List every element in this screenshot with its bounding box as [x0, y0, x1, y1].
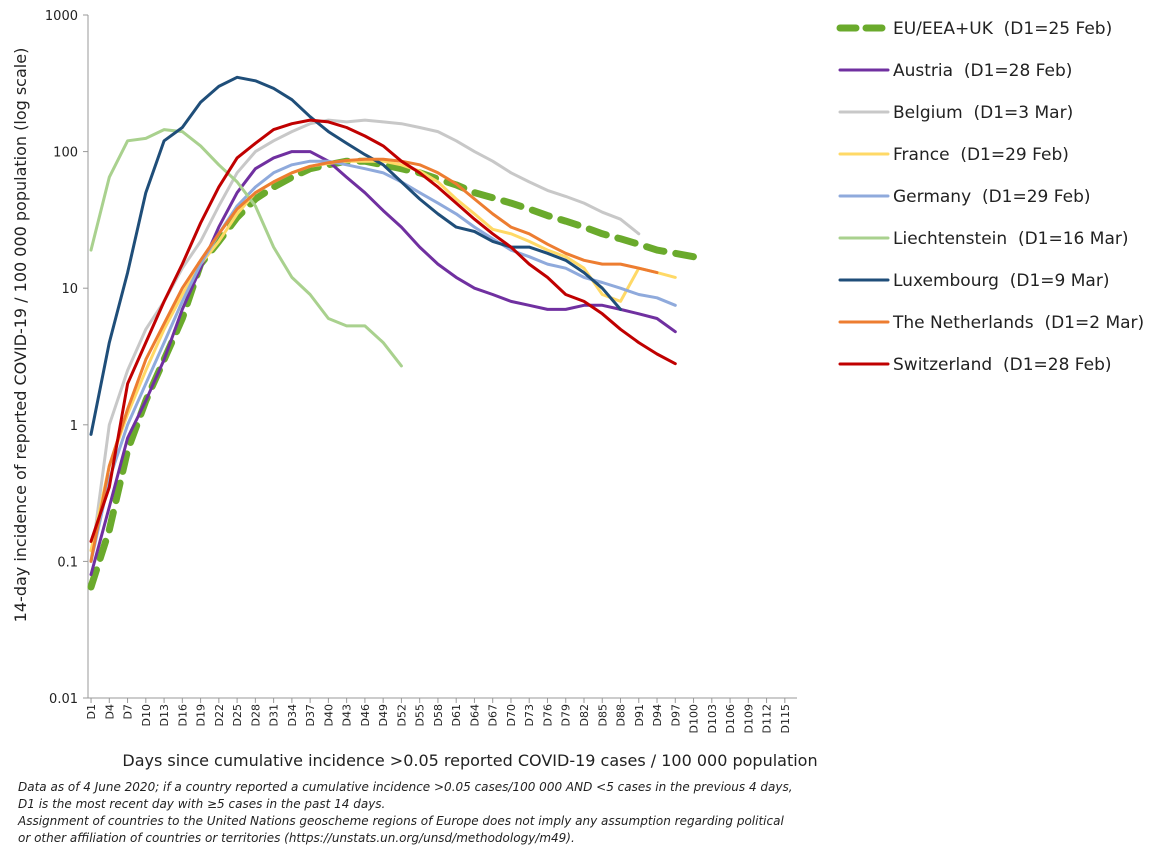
x-tick-label: D67 [487, 704, 500, 726]
legend-label: Liechtenstein (D1=16 Mar) [893, 229, 1129, 249]
x-tick-label: D97 [669, 704, 682, 726]
x-tick-label: D19 [195, 704, 208, 726]
x-axis-label: Days since cumulative incidence >0.05 re… [122, 751, 817, 770]
legend-label: France (D1=29 Feb) [893, 145, 1069, 165]
x-tick-label: D40 [322, 704, 335, 726]
x-tick-label: D1 [85, 704, 98, 719]
series-line [89, 75, 622, 436]
x-tick-label: D106 [724, 704, 737, 733]
series-line [89, 159, 677, 553]
legend-label: Switzerland (D1=28 Feb) [893, 355, 1112, 375]
y-tick-label: 0.01 [49, 692, 78, 707]
x-tick-label: D31 [268, 704, 281, 726]
x-tick-label: D25 [231, 704, 244, 726]
x-tick-label: D109 [742, 704, 755, 733]
x-tick-label: D37 [304, 704, 317, 726]
x-tick-label: D58 [432, 704, 445, 726]
x-tick-label: D61 [450, 704, 463, 726]
series-line [89, 128, 403, 368]
y-tick-label: 10 [61, 282, 78, 297]
footnote: Data as of 4 June 2020; if a country rep… [18, 780, 793, 794]
x-tick-label: D70 [505, 704, 518, 726]
x-tick-label: D49 [377, 704, 390, 726]
x-tick-label: D82 [578, 704, 591, 726]
x-tick-label: D64 [468, 704, 481, 726]
footnote: or other affiliation of countries or ter… [18, 831, 575, 845]
x-tick-label: D94 [651, 704, 664, 726]
x-tick-label: D7 [122, 704, 135, 719]
x-tick-label: D76 [541, 704, 554, 726]
x-tick-label: D79 [560, 704, 573, 726]
y-tick-label: 100 [53, 146, 78, 161]
y-tick-label: 1 [70, 419, 78, 434]
x-tick-label: D46 [359, 704, 372, 726]
y-axis-label: 14-day incidence of reported COVID-19 / … [11, 48, 30, 623]
x-tick-label: D85 [596, 704, 609, 726]
series-line [89, 157, 659, 563]
x-tick-label: D73 [523, 704, 536, 726]
x-tick-label: D100 [688, 704, 701, 733]
legend-label: EU/EEA+UK (D1=25 Feb) [893, 19, 1112, 39]
series-line [89, 118, 677, 543]
series-line [89, 159, 677, 563]
footnote: D1 is the most recent day with ≥5 cases … [18, 797, 385, 811]
x-tick-label: D103 [706, 704, 719, 733]
series-line [89, 118, 641, 563]
x-tick-label: D55 [414, 704, 427, 726]
legend-label: Germany (D1=29 Feb) [893, 187, 1091, 207]
x-tick-label: D112 [761, 704, 774, 733]
x-tick-label: D52 [395, 704, 408, 726]
legend-label: The Netherlands (D1=2 Mar) [892, 313, 1144, 333]
legend-label: Austria (D1=28 Feb) [893, 61, 1072, 81]
x-tick-label: D34 [286, 704, 299, 726]
footnote: Assignment of countries to the United Na… [17, 814, 784, 828]
x-tick-label: D13 [158, 704, 171, 726]
x-tick-label: D10 [140, 704, 153, 726]
y-tick-label: 1000 [45, 9, 78, 24]
legend-label: Luxembourg (D1=9 Mar) [893, 271, 1109, 291]
x-tick-label: D91 [633, 704, 646, 726]
x-tick-label: D22 [213, 704, 226, 726]
x-tick-label: D28 [249, 704, 262, 726]
legend-label: Belgium (D1=3 Mar) [893, 103, 1073, 123]
series-line [89, 150, 677, 577]
x-tick-label: D88 [615, 704, 628, 726]
x-tick-label: D115 [779, 704, 792, 733]
x-tick-label: D4 [103, 704, 116, 719]
x-tick-label: D43 [341, 704, 354, 726]
series-line [87, 157, 697, 591]
y-tick-label: 0.1 [57, 555, 78, 570]
x-tick-label: D16 [176, 704, 189, 726]
